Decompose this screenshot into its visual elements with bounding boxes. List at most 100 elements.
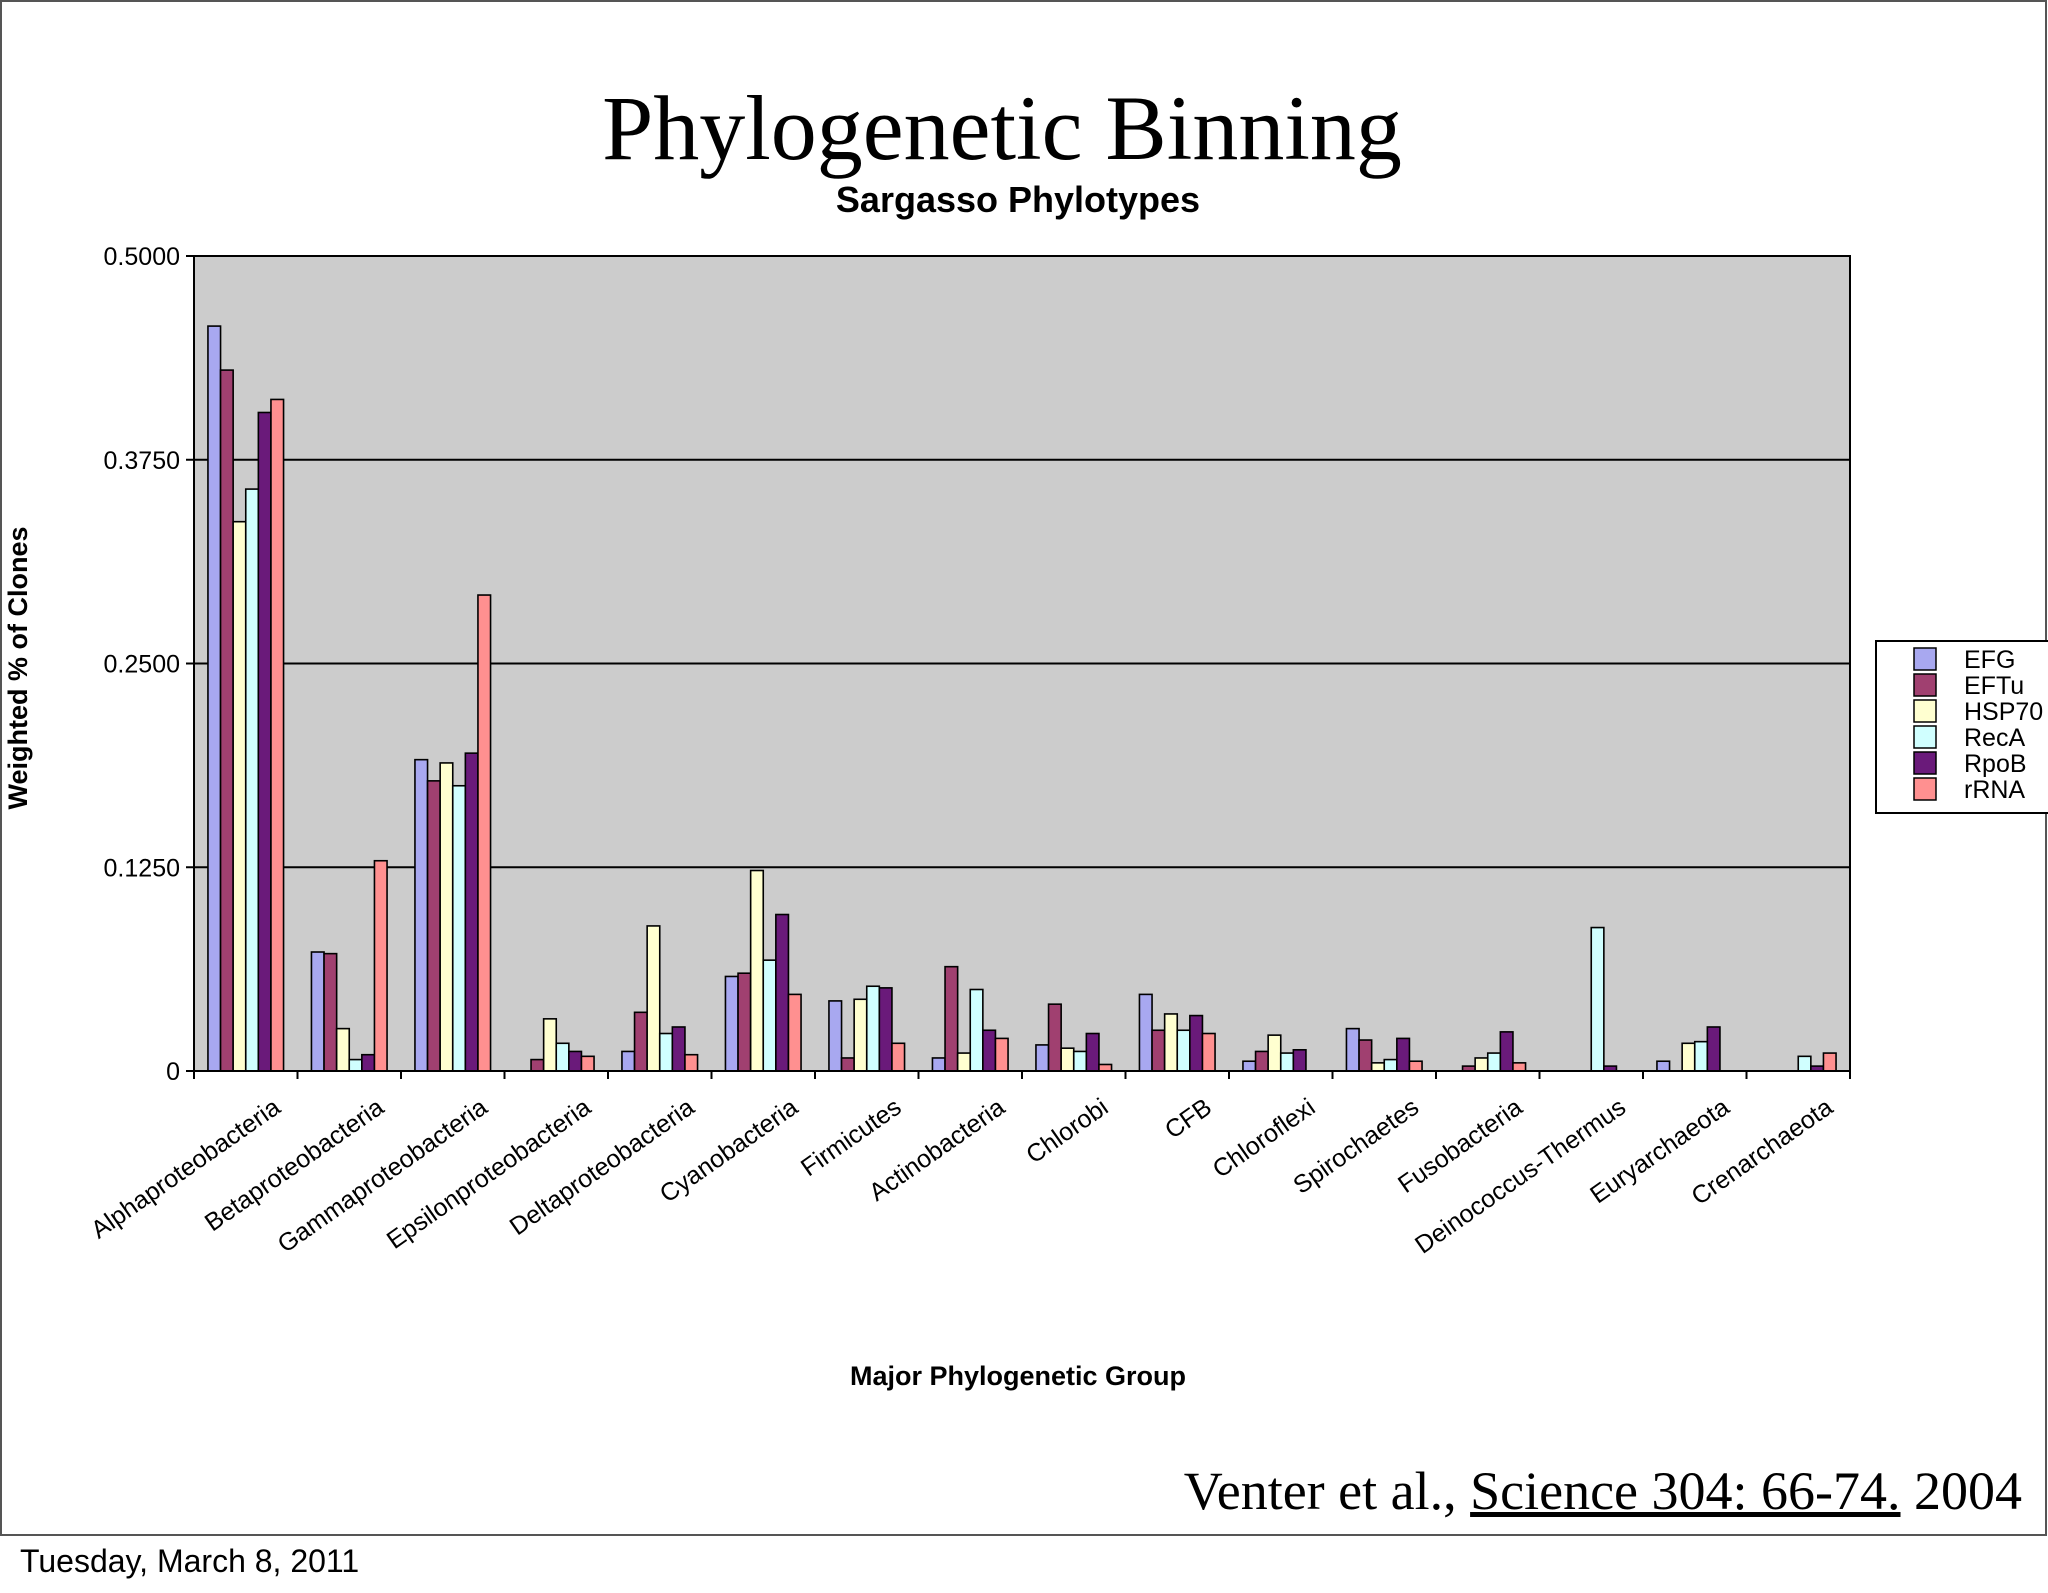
bar-efg-euryarchaeota	[1656, 1060, 1671, 1072]
plot-area: 0 0.1250 0.2500 0.3750 0.5000 Alphaproteobact…	[86, 243, 1851, 1259]
bar-rpob-gammaproteobacteria	[464, 752, 479, 1072]
bar-eftu-epsilonproteobacteria	[530, 1058, 545, 1072]
bar-hsp70-betaproteobacteria	[335, 1027, 351, 1072]
bar-reca-fusobacteria	[1486, 1052, 1502, 1072]
citation-journal: Science 304: 66-74.	[1470, 1461, 1901, 1521]
bar-rrna-spirochaetes	[1408, 1060, 1423, 1072]
y-tick-label: 0.3750	[104, 447, 180, 475]
bar-chart: Sargasso Phylotypes 00.12500.25000.37500…	[3, 179, 2048, 1391]
y-tick-label: 0.5000	[104, 243, 180, 271]
footer-date: Tuesday, March 8, 2011	[20, 1543, 360, 1579]
bar-rpob-betaproteobacteria	[361, 1053, 376, 1072]
y-axis-title: Weighted % of Clones	[3, 526, 33, 809]
x-tick-label: Deltaproteobacteria	[505, 1093, 700, 1241]
bar-rpob-chlorobi	[1085, 1032, 1100, 1072]
bar-efg-chlorobi	[1035, 1044, 1050, 1072]
legend-label-efg: EFG	[1964, 646, 2015, 674]
bar-eftu-firmicutes	[840, 1057, 855, 1072]
bar-reca-deinococcus-thermus	[1590, 926, 1605, 1072]
bar-eftu-cfb	[1151, 1029, 1166, 1072]
bar-hsp70-deltaproteobacteria	[646, 925, 661, 1072]
bar-efg-cfb	[1138, 993, 1153, 1072]
bar-reca-chlorobi	[1072, 1050, 1088, 1072]
bar-hsp70-cyanobacteria	[749, 869, 765, 1072]
bar-rpob-euryarchaeota	[1706, 1026, 1721, 1072]
chart-title: Sargasso Phylotypes	[836, 179, 1200, 220]
bar-efg-betaproteobacteria	[310, 951, 325, 1072]
bar-hsp70-spirochaetes	[1370, 1062, 1386, 1072]
bar-hsp70-actinobacteria	[956, 1052, 972, 1072]
bar-rrna-epsilonproteobacteria	[580, 1055, 595, 1072]
bar-rrna-firmicutes	[891, 1042, 906, 1072]
y-tick-label: 0.2500	[104, 651, 180, 679]
bar-rpob-firmicutes	[878, 987, 893, 1072]
bar-rpob-cyanobacteria	[775, 913, 790, 1072]
bar-reca-chloroflexi	[1279, 1052, 1295, 1072]
legend-label-eftu: EFTu	[1964, 672, 2024, 700]
x-tick-label: Chlorobi	[1021, 1093, 1113, 1169]
bar-rpob-spirochaetes	[1396, 1037, 1411, 1072]
legend-label-reca: RecA	[1964, 724, 2025, 752]
bar-rrna-gammaproteobacteria	[477, 594, 492, 1072]
bar-rpob-deltaproteobacteria	[671, 1026, 686, 1072]
legend-swatch-rpob	[1913, 751, 1937, 775]
legend-swatch-rrna	[1913, 777, 1937, 801]
bar-rpob-cfb	[1189, 1014, 1204, 1072]
bar-reca-gammaproteobacteria	[451, 784, 467, 1072]
x-axis-title: Major Phylogenetic Group	[850, 1361, 1186, 1391]
bar-reca-firmicutes	[865, 985, 881, 1072]
bar-hsp70-firmicutes	[853, 998, 868, 1072]
bar-eftu-chloroflexi	[1254, 1050, 1269, 1072]
legend-swatch-reca	[1913, 725, 1937, 749]
bar-hsp70-epsilonproteobacteria	[542, 1018, 558, 1072]
legend-label-rpob: RpoB	[1964, 750, 2027, 778]
bar-eftu-betaproteobacteria	[323, 952, 338, 1072]
legend-swatch-eftu	[1913, 673, 1937, 697]
bar-reca-epsilonproteobacteria	[555, 1042, 570, 1072]
bar-reca-alphaproteobacteria	[244, 488, 260, 1072]
bar-rrna-fusobacteria	[1512, 1062, 1527, 1072]
bar-efg-actinobacteria	[931, 1057, 946, 1072]
bar-hsp70-cfb	[1163, 1013, 1179, 1072]
slide-title: Phylogenetic Binning	[602, 77, 1402, 179]
bar-rpob-alphaproteobacteria	[257, 411, 272, 1072]
bar-eftu-alphaproteobacteria	[219, 369, 234, 1072]
bar-reca-actinobacteria	[969, 988, 984, 1072]
bar-efg-gammaproteobacteria	[414, 758, 429, 1072]
x-tick-label: Betaproteobacteria	[200, 1093, 389, 1237]
bar-reca-cfb	[1176, 1029, 1191, 1072]
bar-efg-firmicutes	[828, 1000, 843, 1072]
bar-rpob-fusobacteria	[1499, 1031, 1514, 1072]
bar-efg-chloroflexi	[1242, 1060, 1257, 1072]
bar-rrna-actinobacteria	[994, 1037, 1009, 1072]
bar-rrna-cfb	[1201, 1032, 1216, 1072]
bar-rpob-chloroflexi	[1292, 1049, 1307, 1072]
legend-box	[1875, 640, 2048, 814]
bar-eftu-cyanobacteria	[737, 972, 752, 1072]
bar-eftu-gammaproteobacteria	[426, 780, 441, 1072]
bar-hsp70-chlorobi	[1060, 1047, 1075, 1072]
bar-efg-deltaproteobacteria	[621, 1050, 636, 1072]
bar-reca-cyanobacteria	[762, 959, 777, 1072]
citation-authors: Venter et al.,	[1183, 1461, 1471, 1521]
legend-label-rrna: rRNA	[1964, 776, 2025, 804]
bar-rrna-cyanobacteria	[787, 993, 802, 1072]
x-tick-label: CFB	[1160, 1093, 1217, 1145]
bar-rpob-actinobacteria	[982, 1029, 997, 1072]
y-tick-label: 0.1250	[104, 854, 180, 882]
citation-year: 2004	[1900, 1461, 2022, 1521]
legend-swatch-hsp70	[1913, 699, 1937, 723]
citation: Venter et al., Science 304: 66-74. 2004	[1184, 1464, 2022, 1518]
bar-eftu-spirochaetes	[1358, 1039, 1373, 1072]
bar-hsp70-alphaproteobacteria	[232, 520, 247, 1072]
bar-hsp70-gammaproteobacteria	[439, 762, 454, 1072]
legend-label-hsp70: HSP70	[1964, 698, 2043, 726]
bar-efg-cyanobacteria	[724, 975, 739, 1072]
bar-eftu-actinobacteria	[944, 965, 959, 1072]
bar-rrna-betaproteobacteria	[373, 859, 388, 1072]
bar-reca-spirochaetes	[1383, 1058, 1398, 1072]
bar-reca-euryarchaeota	[1693, 1040, 1709, 1072]
bar-rrna-deltaproteobacteria	[684, 1053, 699, 1072]
bar-rrna-crenarchaeota	[1822, 1052, 1837, 1072]
